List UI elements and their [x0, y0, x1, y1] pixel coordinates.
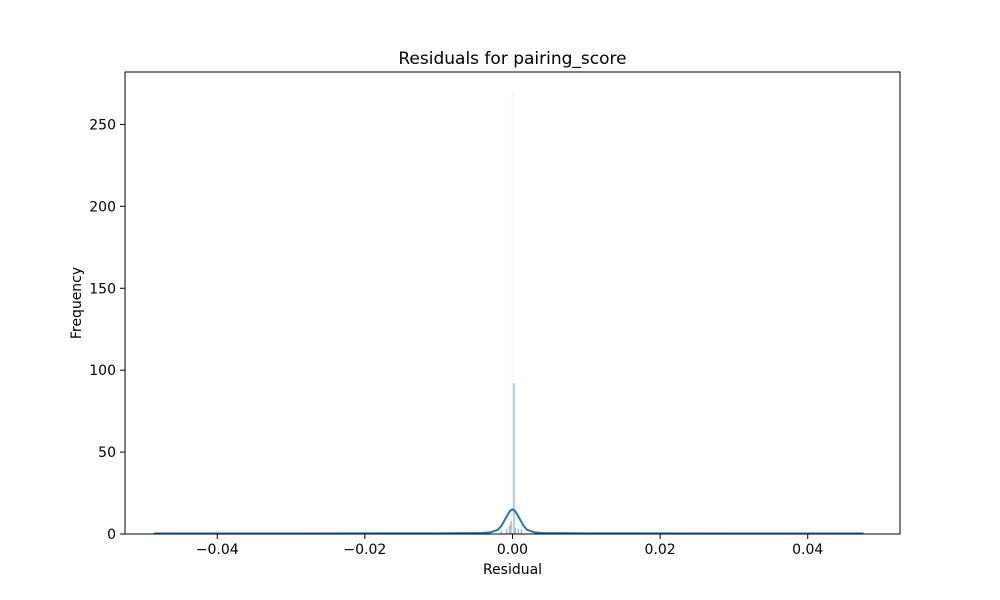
y-axis-ticks: 0 50 100 150 200 250	[89, 117, 125, 543]
x-axis-label: Residual	[483, 562, 542, 578]
x-axis-ticks: −0.04 −0.02 0.00 0.02 0.04	[196, 534, 823, 558]
histogram-bar	[514, 527, 517, 534]
histogram-bar	[505, 529, 508, 534]
chart-title: Residuals for pairing_score	[398, 49, 626, 69]
y-tick-label: 0	[107, 527, 116, 543]
x-tick-label: 0.04	[792, 542, 823, 558]
y-tick-label: 200	[89, 199, 116, 215]
y-tick-label: 150	[89, 281, 116, 297]
histogram-bar	[500, 530, 503, 534]
y-axis-label: Frequency	[69, 267, 85, 339]
histogram-bar	[513, 383, 515, 534]
x-tick-label: −0.02	[343, 542, 386, 558]
y-tick-label: 250	[89, 117, 116, 133]
histogram-bar	[517, 529, 520, 534]
histogram-bar	[510, 520, 512, 534]
y-tick-label: 50	[98, 445, 116, 461]
x-tick-label: 0.00	[497, 542, 528, 558]
histogram-bar	[511, 91, 514, 534]
x-tick-label: 0.02	[645, 542, 676, 558]
kde-curve	[154, 508, 864, 535]
histogram-bar	[508, 525, 511, 534]
histogram-bar	[520, 529, 523, 534]
x-tick-label: −0.04	[196, 542, 239, 558]
y-tick-label: 100	[89, 363, 116, 379]
